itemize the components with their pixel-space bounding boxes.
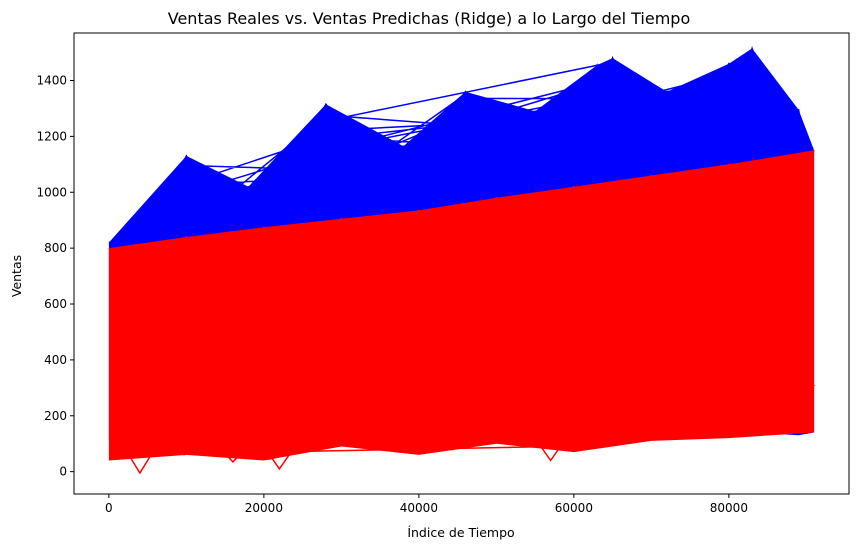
x-tick-label: 40000 [400, 501, 438, 515]
series-1-peaks [108, 149, 815, 278]
y-tick-label: 200 [44, 409, 67, 423]
x-tick-label: 0 [105, 501, 113, 515]
series-1-outlier-0 [119, 441, 160, 475]
y-tick-label: 800 [44, 241, 67, 255]
x-tick-label: 80000 [710, 501, 748, 515]
plot-frame [73, 32, 850, 495]
series-1-outlier-3 [212, 440, 253, 463]
y-axis: 0 200 400 600 800 1000 1200 1400 [36, 73, 74, 479]
chart-title: Ventas Reales vs. Ventas Predichas (Ridg… [168, 9, 691, 28]
x-axis-label: Índice de Tiempo [407, 525, 514, 540]
x-tick-label: 20000 [245, 501, 283, 515]
series-1-line [110, 164, 816, 460]
y-tick-label: 1200 [36, 129, 67, 143]
x-axis: 0 20000 40000 60000 80000 [105, 494, 748, 515]
y-tick-label: 1400 [36, 73, 67, 87]
y-tick-label: 0 [59, 465, 67, 479]
y-tick-label: 600 [44, 297, 67, 311]
y-tick-label: 1000 [36, 185, 67, 199]
y-tick-label: 400 [44, 353, 67, 367]
x-tick-label: 60000 [555, 501, 593, 515]
series-0-peaks [108, 45, 815, 244]
y-axis-label: Ventas [9, 255, 24, 297]
series-1-outlier-2 [530, 432, 571, 462]
series-layer [108, 45, 816, 475]
series-1-outlier-1 [259, 440, 300, 471]
